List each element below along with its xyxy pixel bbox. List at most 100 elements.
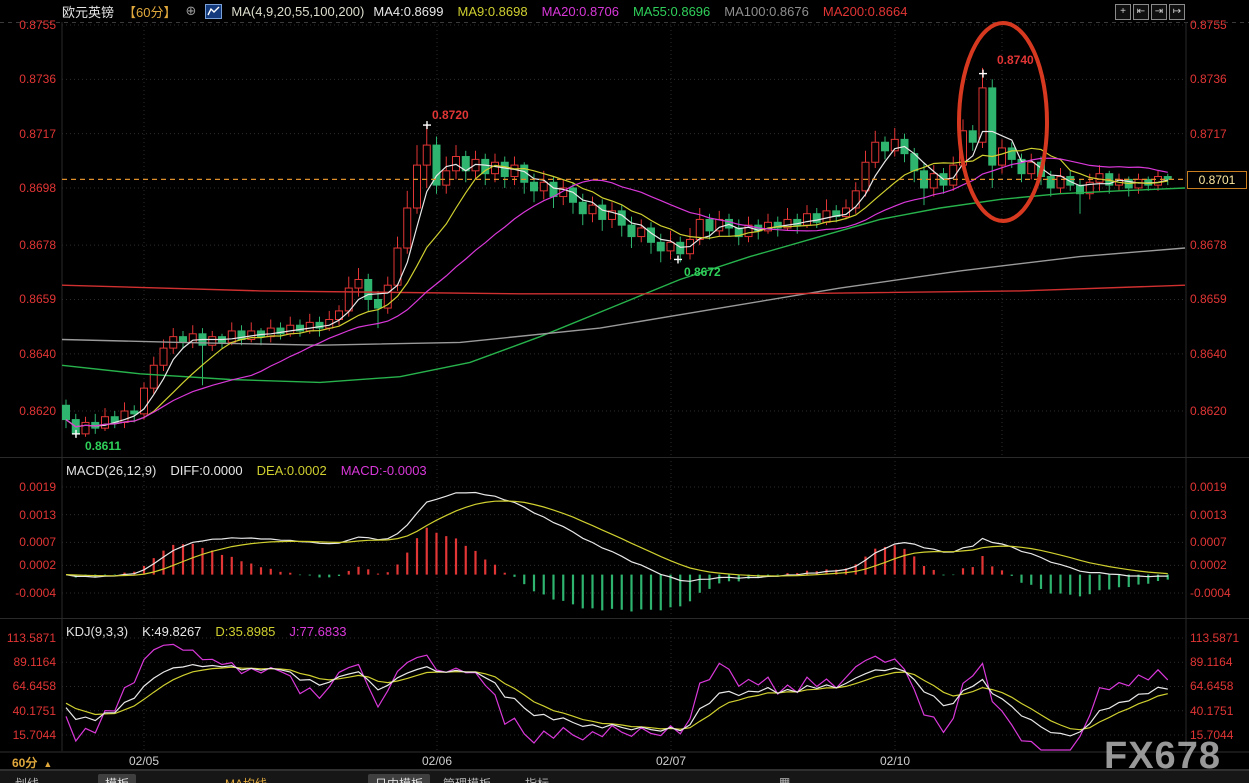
kdj-axis-label-left: 40.1751 [12,703,56,718]
price-axis-label-left: 0.8620 [19,404,56,418]
macd-macd-value: MACD:-0.0003 [340,463,427,478]
toolbar-tab[interactable]: 日内模板 [368,774,431,783]
kdj-title: KDJ(9,3,3) [66,624,129,639]
ma9-line [65,147,1168,428]
price-axis-label-left: 0.8698 [19,180,56,195]
kdj-axis-label-right: 89.1164 [1190,655,1233,670]
date-label: 02/10 [879,754,911,768]
macd-axis-label-right: 0.0019 [1190,480,1227,495]
price-axis-label-right: 0.8717 [1190,126,1227,141]
price-axis-label-left: 0.8755 [19,18,56,32]
ma200-line [62,284,1186,295]
period-selector-label: 60分 [12,756,38,770]
macd-header: MACD(26,12,9) DIFF:0.0000 DEA:0.0002 MAC… [66,463,427,478]
macd-axis-label-left: -0.0004 [15,586,56,601]
ma-value-chip: MA55:0.8696 [632,3,711,19]
ma-value-chip: MA9:0.8698 [457,3,528,19]
date-label: 02/06 [421,754,453,768]
price-axis-label-right: 0.8659 [1190,292,1227,307]
price-axis-label-right: 0.8736 [1190,72,1227,87]
price-axis-label-left: 0.8640 [19,346,56,361]
price-annotation: 0.8672 [684,265,721,279]
macd-axis-label-left: 0.0002 [19,558,56,573]
subscribe-icon[interactable]: ⊕ [185,3,197,18]
price-axis-label-left: 0.8659 [19,292,56,307]
period-label[interactable]: 【60分】 [123,4,177,20]
macd-dea-value: DEA:0.0002 [256,463,327,478]
toolbar-tab[interactable]: MA均线 [218,774,274,783]
toolbar-tab[interactable]: 管理模板 [436,774,498,783]
macd-dea-line [65,500,1168,577]
kdj-j-line [65,643,1169,751]
price-axis-label-left: 0.8678 [19,238,56,253]
ma-value-chip: MA200:0.8664 [822,3,908,19]
scale-left-icon[interactable]: ⇤ [1133,4,1149,20]
macd-axis-label-left: 0.0013 [19,507,56,522]
ma-value-chip: MA20:0.8706 [541,3,619,19]
date-label: 02/05 [128,754,160,768]
toolbar-tab[interactable]: 划线 [8,774,46,783]
kdj-axis-label-right: 64.6458 [1190,679,1234,694]
kdj-axis-label-left: 113.5871 [6,630,56,645]
ma-value-chip: MA100:0.8676 [724,3,809,19]
toolbar-tab[interactable]: ▦ [779,775,791,783]
kdj-axis-label-left: 15.7044 [12,728,56,742]
macd-axis-label-left: 0.0007 [19,535,56,550]
indicator-chart-icon[interactable] [205,3,223,19]
pan-icon[interactable]: + [1115,4,1131,20]
current-price-box: 0.8701 [1187,171,1247,189]
kdj-k-line [65,663,1168,737]
ma4-line [65,130,1168,428]
price-axis-label-right: 0.8678 [1190,238,1227,253]
toolbar-tab[interactable]: 模板 [98,774,137,783]
kdj-header: KDJ(9,3,3) K:49.8267 D:35.8985 J:77.6833 [66,624,347,639]
highlight-ellipse [957,21,1049,223]
price-annotation: 0.8720 [432,108,469,122]
kdj-j-value: J:77.6833 [289,624,347,639]
date-label: 02/07 [655,754,687,768]
price-axis-label-right: 0.8620 [1190,404,1227,418]
kdj-d-line [65,666,1168,731]
time-axis: 60分 ▲ 02/05 02/06 02/07 02/10 [0,752,1249,771]
kdj-d-value: D:35.8985 [215,624,276,639]
macd-histogram [74,527,1169,612]
macd-axis-label-right: 0.0007 [1190,535,1227,550]
macd-axis-label-left: 0.0019 [19,480,56,495]
kdj-k-value: K:49.8267 [142,624,202,639]
ma100-line [62,247,1186,346]
symbol-name: 欧元英镑 [62,4,115,20]
price-axis-label-left: 0.8717 [19,126,56,141]
price-annotation: 0.8740 [997,53,1034,67]
ma55-line [62,187,1186,384]
ma-values: MA4:0.8699 MA9:0.8698 MA20:0.8706 MA55:0.86… [373,4,907,19]
price-axis-label-left: 0.8736 [19,72,56,87]
chart-header: 欧元英镑 【60分】 ⊕ MA(4,9,20,55,100,200) MA4:0… [62,0,907,22]
jump-latest-icon[interactable]: ↦ [1169,4,1185,20]
scale-right-icon[interactable]: ⇥ [1151,4,1167,20]
kdj-axis-label-right: 15.7044 [1190,728,1234,742]
kdj-axis-label-right: 40.1751 [1190,703,1234,718]
macd-axis-label-right: -0.0004 [1190,586,1231,601]
toolbar-tab[interactable]: 指标 [518,774,556,783]
ma20-line [65,157,1168,428]
price-annotation: 0.8611 [85,439,122,453]
macd-axis-label-right: 0.0002 [1190,558,1227,573]
kdj-axis-label-right: 113.5871 [1190,630,1240,645]
bottom-toolbar: 划线 模板 MA均线 日内模板管理模板 指标 ▦ [0,770,1249,783]
price-axis-label-right: 0.8640 [1190,346,1227,361]
macd-diff-line [65,491,1168,582]
macd-diff-value: DIFF:0.0000 [170,463,243,478]
price-axis-label-right: 0.8755 [1190,18,1227,32]
macd-axis-label-right: 0.0013 [1190,507,1227,522]
candlestick-series [62,67,1186,437]
kdj-axis-label-left: 89.1164 [13,655,57,670]
ma-value-chip: MA4:0.8699 [373,3,444,19]
ma-settings-label: MA(4,9,20,55,100,200) [231,3,365,19]
window-toolbar-icons: + ⇤ ⇥ ↦ [1115,4,1185,20]
period-selector[interactable]: 60分 ▲ [12,754,52,771]
macd-title: MACD(26,12,9) [66,463,157,478]
kdj-axis-label-left: 64.6458 [12,679,56,694]
chevron-up-icon: ▲ [43,759,53,769]
